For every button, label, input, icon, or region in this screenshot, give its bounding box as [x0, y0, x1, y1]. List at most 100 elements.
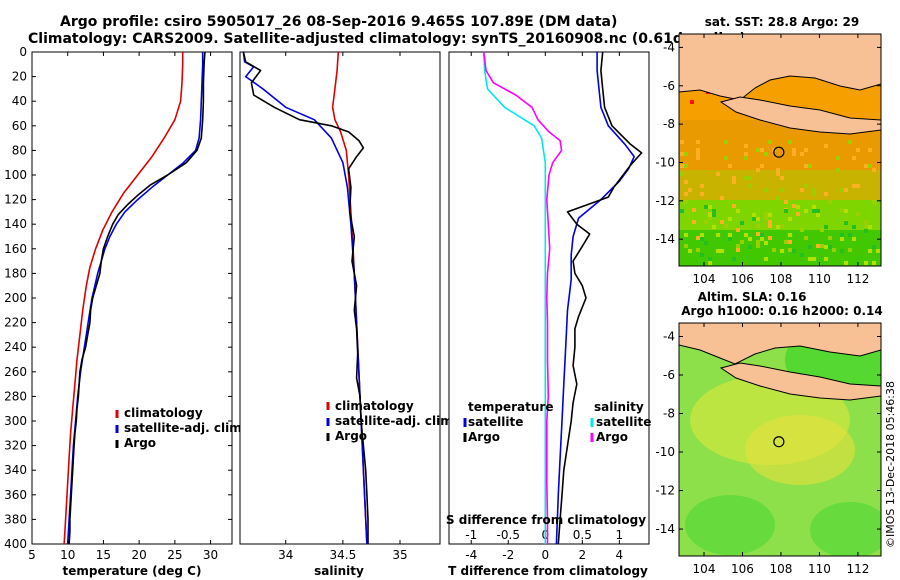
series-line-salinity-satellite [483, 51, 547, 544]
sst-pixel [700, 233, 704, 237]
depth-tick-label: 280 [4, 389, 27, 403]
map-y-tick-label: -4 [663, 329, 675, 343]
sst-pixel [692, 208, 696, 212]
map-y-tick-label: -10 [655, 155, 675, 169]
sst-pixel [712, 209, 716, 213]
sst-pixel [868, 164, 872, 168]
sst-pixel [828, 245, 832, 249]
sst-pixel [736, 228, 740, 232]
map-x-tick-label: 112 [846, 562, 869, 576]
sst-pixel [716, 249, 720, 253]
sst-pixel [836, 156, 840, 160]
sst-pixel [872, 245, 876, 249]
sst-pixel [792, 249, 796, 253]
x-tick-label: -2 [502, 548, 514, 562]
sst-pixel [756, 244, 760, 248]
x-tick-label: 15 [96, 548, 111, 562]
sst-pixel [864, 261, 868, 265]
legend-t-satellite: satellite [468, 415, 523, 429]
sst-pixel [760, 164, 764, 168]
sst-pixel [856, 148, 860, 152]
sst-pixel [680, 209, 684, 213]
sst-pixel [820, 228, 824, 232]
depth-tick-label: 140 [4, 217, 27, 231]
x-tick-label: 4 [616, 548, 624, 562]
sst-pixel [852, 225, 856, 229]
s-diff-tick-label: 0.5 [573, 528, 592, 542]
sst-pixel [692, 220, 696, 224]
sst-pixel [840, 249, 844, 253]
depth-tick-label: 100 [4, 168, 27, 182]
sst-pixel [708, 261, 712, 265]
sst-pixel [876, 249, 880, 253]
temperature-panel: 0204060801001201401601802002202402602803… [4, 45, 649, 578]
map-x-tick-label: 108 [770, 272, 793, 286]
sst-pixel [764, 212, 768, 216]
sst-pixel [848, 140, 852, 144]
sst-pixel [744, 233, 748, 237]
sst-pixel [868, 148, 872, 152]
sst-pixel [760, 237, 764, 241]
sst-pixel [816, 209, 820, 213]
sst-pixel [684, 244, 688, 248]
sst-pixel [808, 164, 812, 168]
sst-pixel [772, 248, 776, 252]
depth-tick-label: 160 [4, 242, 27, 256]
sst-pixel [696, 148, 700, 152]
sst-pixel [768, 236, 772, 240]
sst-pixel [728, 164, 732, 168]
sst-pixel [720, 220, 724, 224]
x-tick-label: 0 [541, 548, 549, 562]
sst-pixel [868, 249, 872, 253]
sst-pixel [756, 148, 760, 152]
sst-pixel [852, 184, 856, 188]
sst-pixel [824, 245, 828, 249]
sst-pixel [800, 253, 804, 257]
map-x-tick-label: 106 [731, 272, 754, 286]
temperature-series [63, 51, 206, 545]
sst-pixel [840, 233, 844, 237]
map-x-tick-label: 108 [770, 562, 793, 576]
sst-pixel [708, 257, 712, 261]
sst-pixel [760, 148, 764, 152]
sst-pixel [784, 209, 788, 213]
sst-pixel [768, 224, 772, 228]
sst-pixel [868, 225, 872, 229]
sst-pixel [688, 249, 692, 253]
x-tick-label: -4 [465, 548, 477, 562]
sst-pixel [808, 245, 812, 249]
sst-pixel [780, 224, 784, 228]
sst-pixel [700, 253, 704, 257]
sst-pixel [764, 241, 768, 245]
java-landmass [719, 362, 881, 401]
salinity-legend: climatology satellite-adj. clim. Argo [326, 399, 457, 443]
series-line-temperature-argo [557, 51, 643, 545]
sst-pixel [824, 257, 828, 261]
sst-hot-pixel [690, 100, 694, 104]
sumatra-landmass [679, 34, 881, 101]
imos-watermark: ©IMOS 13-Dec-2018 05:46:38 [884, 381, 897, 548]
map-x-tick-label: 104 [693, 272, 716, 286]
series-line-climatology [63, 52, 184, 545]
salinity-panel: 34 34.5 35 salinity climatology satellite-… [239, 51, 457, 578]
sst-pixel [776, 168, 780, 172]
x-tick-label: 5 [28, 548, 36, 562]
difference-panel: -4 -2 0 2 4 -1 -0.5 0 0.5 1 T difference from cl… [446, 51, 651, 578]
sla-map-panel: Altim. SLA: 0.16 Argo h1000: 0.16 h2000:… [655, 290, 882, 576]
sst-pixel [764, 257, 768, 261]
salinity-series [242, 51, 369, 545]
sst-pixel [680, 152, 684, 156]
map-y-tick-label: -14 [655, 522, 675, 536]
sst-pixel [764, 152, 768, 156]
sst-pixel [808, 257, 812, 261]
depth-tick-label: 240 [4, 340, 27, 354]
sst-pixel [756, 240, 760, 244]
sst-pixel [856, 212, 860, 216]
sla-map-y-axis: -4 -6 -8 -10 -12 -14 [655, 329, 881, 536]
sst-pixel [740, 221, 744, 225]
difference-legend: temperature satellite Argo salinity sate… [463, 400, 651, 444]
sst-pixel [872, 168, 876, 172]
legend-climatology: climatology [335, 399, 414, 413]
sst-pixel [796, 205, 800, 209]
